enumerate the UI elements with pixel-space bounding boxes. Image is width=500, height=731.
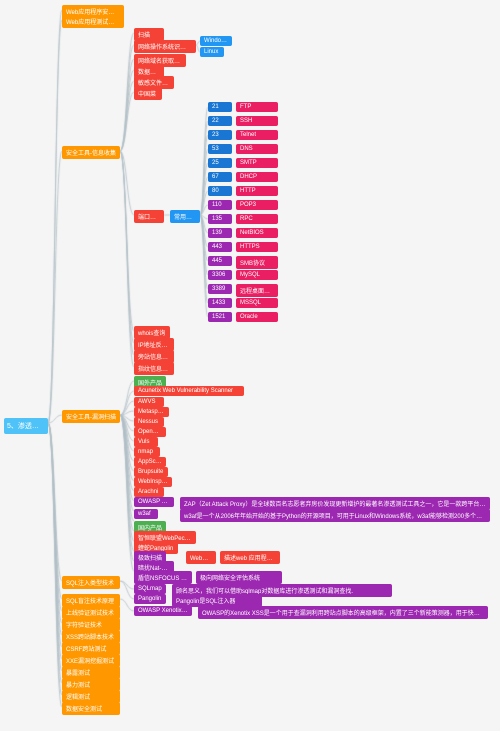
port-num-5[interactable]: 67	[208, 172, 232, 182]
port-name-4[interactable]: SMTP	[236, 158, 278, 168]
port-name-0[interactable]: FTP	[236, 102, 278, 112]
port-num-8[interactable]: 135	[208, 214, 232, 224]
port-num-2[interactable]: 23	[208, 130, 232, 140]
port-name-15[interactable]: Oracle	[236, 312, 278, 322]
port-name-13[interactable]: 远程桌面连接	[236, 284, 278, 297]
port-name-12[interactable]: MySQL	[236, 270, 278, 280]
port-num-4[interactable]: 25	[208, 158, 232, 168]
l1-3[interactable]: 安全工具-漏洞扫描	[62, 410, 120, 423]
l2-6[interactable]: 端口扫描	[134, 210, 164, 223]
l1-1[interactable]: Web应用程测试技术	[62, 15, 124, 28]
l2-14[interactable]: Metasploe	[134, 407, 169, 417]
l2-30[interactable]: 盾信NSFOCUS RSAS	[134, 571, 192, 584]
l3-4[interactable]: 描述web 应用程序扫描	[220, 551, 280, 564]
l2-24[interactable]: w3af	[134, 509, 158, 519]
l3-1[interactable]: Linux	[200, 47, 224, 57]
port-num-10[interactable]: 443	[208, 242, 232, 252]
l3-3[interactable]: Web扫描	[186, 551, 216, 564]
l1-2[interactable]: 安全工具-信息收集	[62, 146, 120, 159]
port-num-3[interactable]: 53	[208, 144, 232, 154]
port-num-12[interactable]: 3306	[208, 270, 232, 280]
l2-15[interactable]: Nessus	[134, 417, 164, 427]
l2-18[interactable]: nmap	[134, 447, 160, 457]
port-name-1[interactable]: SSH	[236, 116, 278, 126]
l2-5[interactable]: 中国菜	[134, 87, 162, 100]
desc-2[interactable]: 极向网络安全评估系统	[196, 571, 282, 584]
l2-33[interactable]: OWASP Xenotix XSS	[134, 606, 192, 616]
port-name-9[interactable]: NetBIOS	[236, 228, 278, 238]
port-num-13[interactable]: 3389	[208, 284, 232, 294]
port-name-8[interactable]: RPC	[236, 214, 278, 224]
l3-2[interactable]: 常用端口	[170, 210, 200, 223]
port-num-11[interactable]: 445	[208, 256, 232, 266]
port-num-9[interactable]: 139	[208, 228, 232, 238]
port-name-2[interactable]: Telnet	[236, 130, 278, 140]
port-num-6[interactable]: 80	[208, 186, 232, 196]
port-num-0[interactable]: 21	[208, 102, 232, 112]
l1-4[interactable]: SQL注入类型技术	[62, 576, 120, 589]
l2-12[interactable]: Acunetix Web Vulnerability Scanner	[134, 386, 244, 396]
l2-1[interactable]: 网络操作系统识别方式	[134, 40, 196, 53]
l1-14[interactable]: 数据安全测试	[62, 702, 120, 715]
port-name-3[interactable]: DNS	[236, 144, 278, 154]
port-name-11[interactable]: SMB协议	[236, 256, 278, 269]
l2-13[interactable]: AWVS	[134, 397, 164, 407]
port-name-14[interactable]: MSSQL	[236, 298, 278, 308]
l2-20[interactable]: Brupsuite	[134, 467, 168, 477]
l2-16[interactable]: OpenVAS	[134, 427, 166, 437]
port-name-6[interactable]: HTTP	[236, 186, 278, 196]
l3-0[interactable]: Windows	[200, 36, 232, 46]
desc-5[interactable]: OWASP的Xenotix XSS是一个用于查漏洞利用跨站点脚本的高级框架，内置…	[198, 606, 488, 619]
desc-1[interactable]: w3af是一个从2006年年始开始的基于Python的开源项目，可用于Linux…	[180, 509, 490, 522]
root-node[interactable]: 5、渗透测试	[4, 418, 48, 434]
port-name-5[interactable]: DHCP	[236, 172, 278, 182]
port-name-10[interactable]: HTTPS	[236, 242, 278, 252]
l2-23[interactable]: OWASP ZAP	[134, 497, 174, 507]
port-num-1[interactable]: 22	[208, 116, 232, 126]
port-num-7[interactable]: 110	[208, 200, 232, 210]
l2-21[interactable]: WebInspect	[134, 477, 172, 487]
l2-22[interactable]: Arachni	[134, 487, 164, 497]
l2-32[interactable]: Pangolin	[134, 594, 166, 604]
l2-10[interactable]: 指纹信息收集	[134, 362, 174, 375]
port-num-14[interactable]: 1433	[208, 298, 232, 308]
port-num-15[interactable]: 1521	[208, 312, 232, 322]
l2-17[interactable]: Vuls	[134, 437, 158, 447]
l2-19[interactable]: AppScan	[134, 457, 166, 467]
port-name-7[interactable]: POP3	[236, 200, 278, 210]
l2-31[interactable]: SQLmap	[134, 584, 166, 594]
